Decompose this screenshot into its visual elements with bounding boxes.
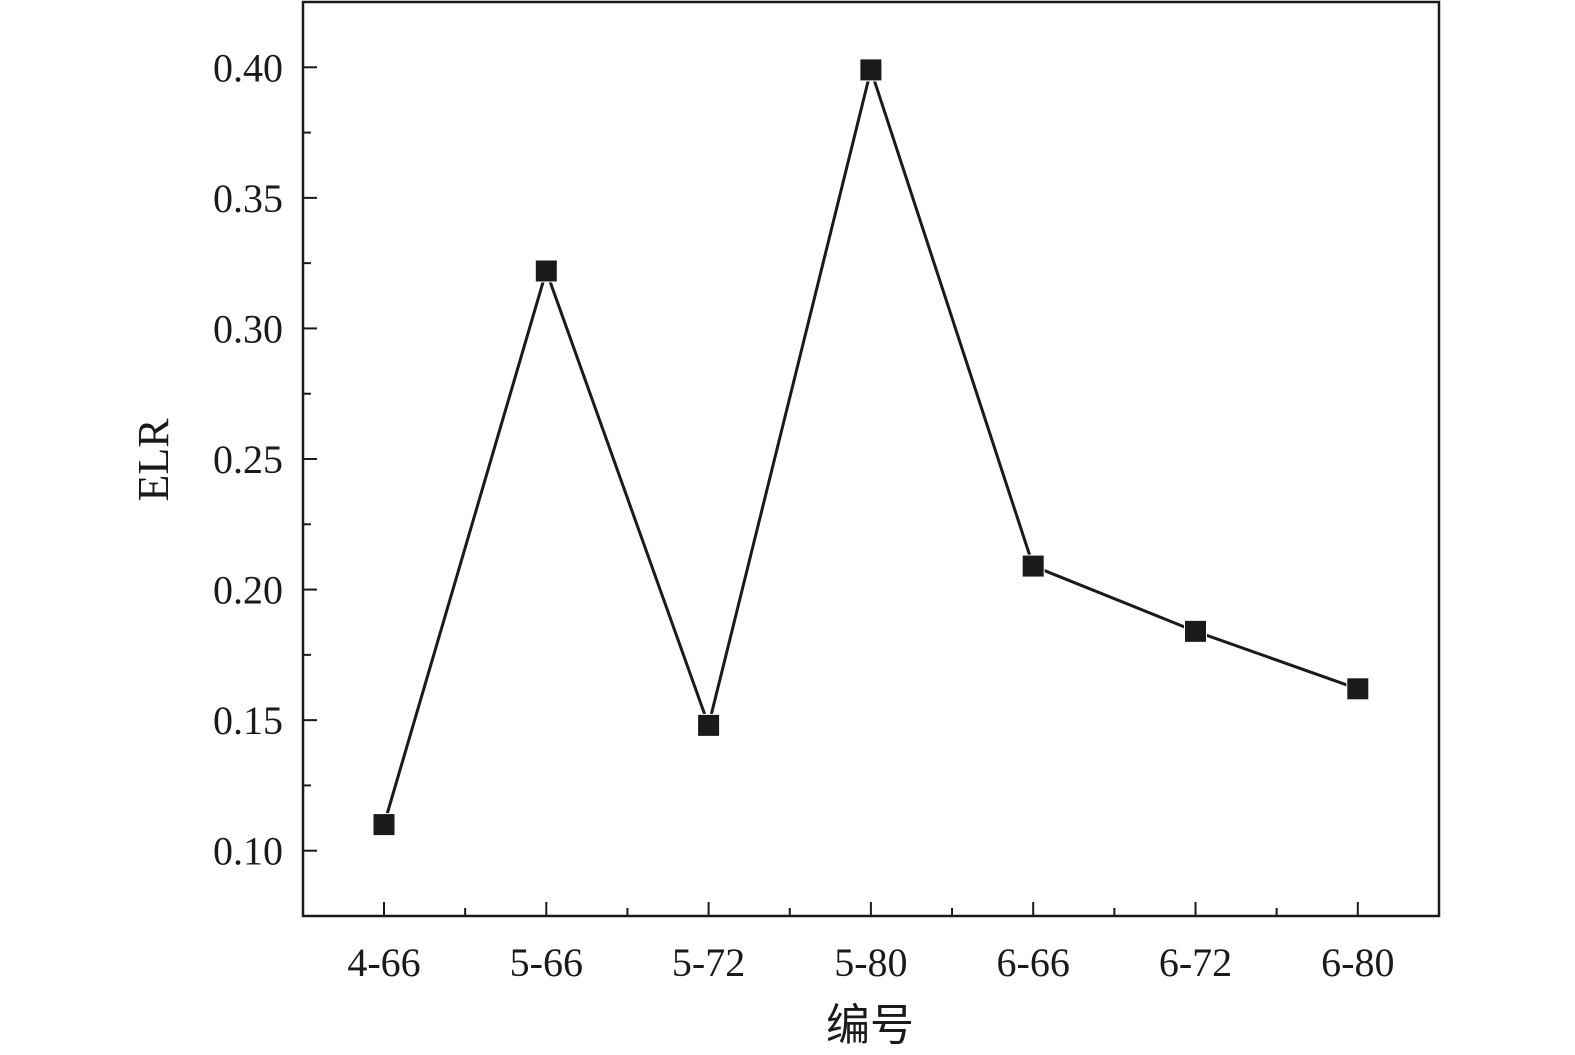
x-tick-label: 6-80	[1321, 940, 1394, 985]
y-tick-label: 0.20	[213, 568, 283, 613]
y-axis: 0.10 0.15 0.20 0.25 0.30 0.35 0.40	[213, 45, 317, 917]
plot-frame	[301, 0, 1441, 918]
y-tick-label: 0.10	[213, 829, 283, 874]
y-tick-label: 0.40	[213, 45, 283, 90]
x-tick-label: 6-66	[997, 940, 1070, 985]
y-tick-label: 0.35	[213, 176, 283, 221]
data-point-marker	[1346, 677, 1370, 701]
series-elr	[372, 58, 1370, 837]
data-point-marker	[697, 713, 721, 737]
x-tick-label: 6-72	[1159, 940, 1232, 985]
y-tick-label: 0.30	[213, 306, 283, 351]
y-axis-title: ELR	[129, 418, 178, 502]
y-tick-label: 0.15	[213, 698, 283, 743]
x-tick-label: 4-66	[347, 940, 420, 985]
series-line	[382, 64, 1359, 826]
y-tick-label: 0.25	[213, 437, 283, 482]
data-point-marker	[534, 259, 558, 283]
x-tick-label: 5-72	[672, 940, 745, 985]
data-point-marker	[1184, 619, 1207, 643]
data-point-marker	[859, 58, 883, 82]
x-axis: 4-66 5-66 5-72 5-80 6-66 6-72 6-80	[347, 902, 1394, 985]
x-axis-title: 编号	[826, 1001, 914, 1050]
x-tick-label: 5-80	[834, 940, 907, 985]
data-point-marker	[372, 813, 396, 837]
data-point-marker	[1021, 554, 1045, 578]
x-tick-label: 5-66	[510, 940, 583, 985]
